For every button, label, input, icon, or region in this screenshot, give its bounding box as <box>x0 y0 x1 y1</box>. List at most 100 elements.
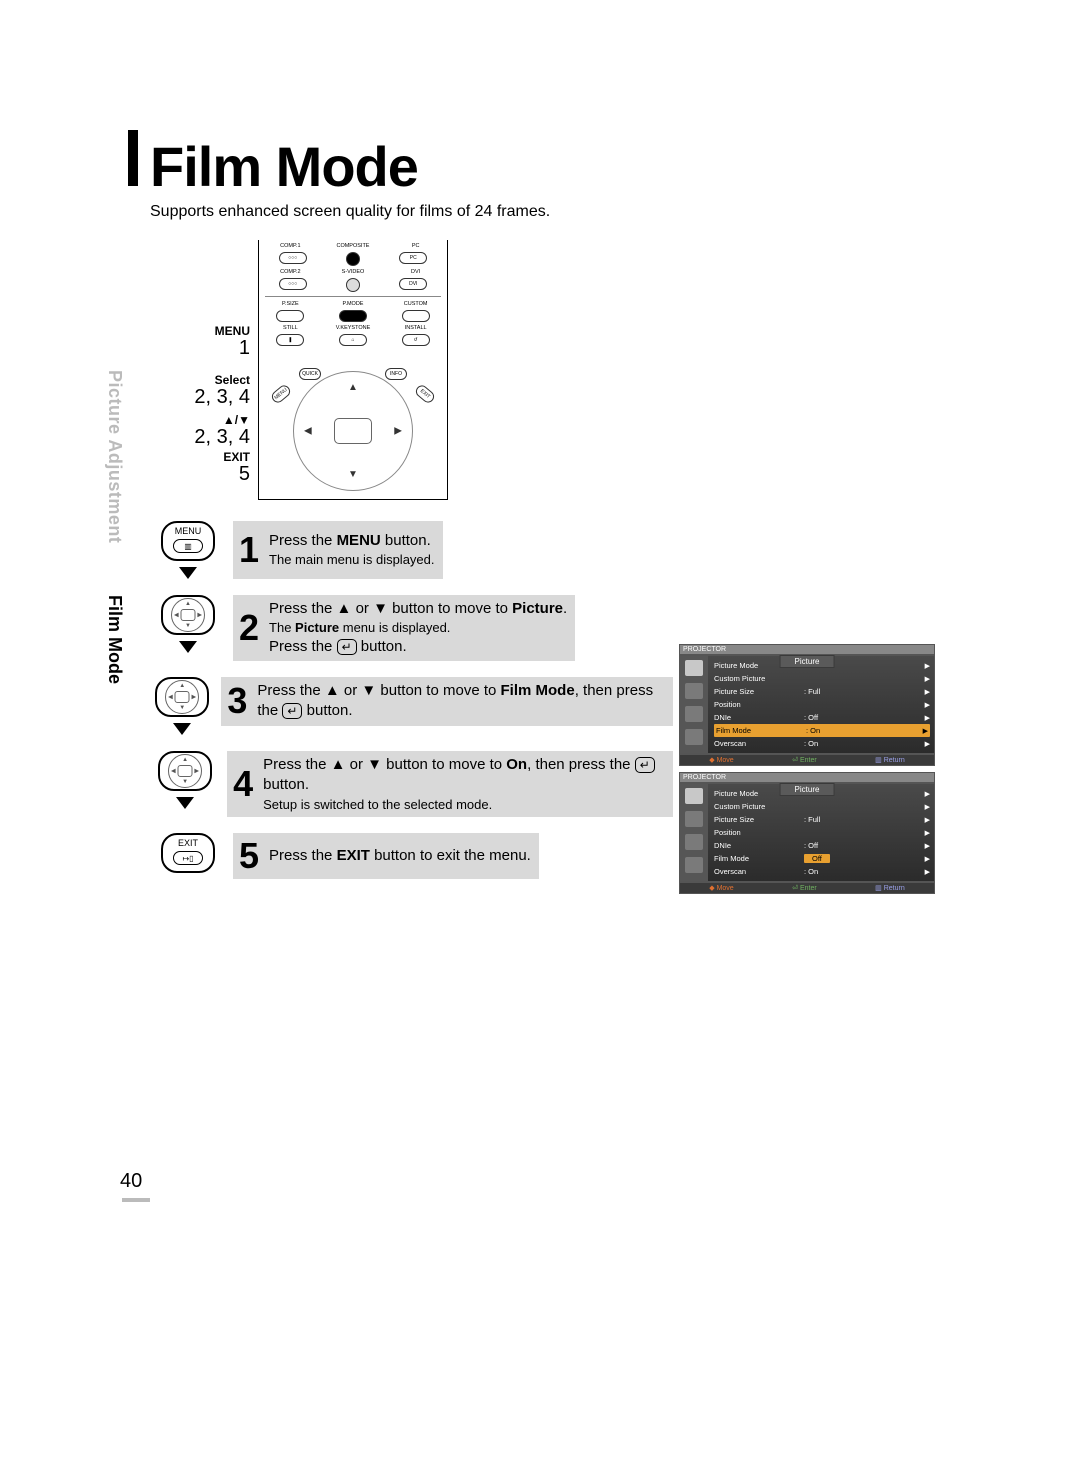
osd-menu-row: Picture Size: Full▶ <box>714 685 930 698</box>
step-icon-column: ▲▼◀▶ <box>153 751 217 809</box>
step-box: 5 Press the EXIT button to exit the menu. <box>233 833 539 879</box>
remote-btn: ○○○ <box>279 278 307 290</box>
remote-row-labels: STILLV.KEYSTONEINSTALL <box>259 325 447 331</box>
remote-btn-label: COMP.1 <box>259 243 321 249</box>
remote-menu-btn: MENU <box>269 383 292 405</box>
osd-icon-column <box>680 784 708 881</box>
remote-divider <box>265 296 441 297</box>
osd-cat-icon <box>685 706 703 722</box>
step-icon: ▲▼◀▶ <box>161 595 215 635</box>
down-triangle-icon: ▼ <box>348 469 358 480</box>
step-icon-column: MENU▥ <box>153 521 223 579</box>
osd-menu-row: Overscan: On▶ <box>714 865 930 878</box>
remote-row-buttons: ○○○ PC <box>259 252 447 266</box>
remote-row-buttons: ❚ ⌂ ↺ <box>259 334 447 346</box>
page-number: 40 <box>120 1170 142 1193</box>
osd-menu-row: Film ModeOff▶ <box>714 852 930 865</box>
remote-row-labels: COMP.2S-VIDEODVI <box>259 269 447 275</box>
remote-btn: ❚ <box>276 334 304 346</box>
remote-btn-label: STILL <box>259 325 321 331</box>
remote-exit-btn: EXIT <box>413 383 436 405</box>
step-text: Press the ▲ or ▼ button to move to Pictu… <box>269 599 567 657</box>
osd-menu-row: Custom Picture▶ <box>714 672 930 685</box>
remote-btn-label: COMPOSITE <box>322 243 384 249</box>
osd-cat-icon <box>685 834 703 850</box>
remote-btn <box>346 278 360 292</box>
page-title: Film Mode <box>150 134 418 199</box>
osd-body: Picture Picture Mode: Movie 1▶Custom Pic… <box>679 655 935 754</box>
remote-btn-label: CUSTOM <box>385 301 447 307</box>
remote-callout: Select2, 3, 4 <box>194 374 250 408</box>
osd-title: Picture <box>780 655 835 668</box>
remote-btn: ⌂ <box>339 334 367 346</box>
remote-btn-label: S-VIDEO <box>322 269 384 275</box>
step-number: 2 <box>239 610 259 646</box>
osd-rows: Picture Mode: Movie 1▶Custom Picture▶Pic… <box>708 656 934 753</box>
osd-menu-row: Custom Picture▶ <box>714 800 930 813</box>
osd-projector-label: PROJECTOR <box>683 646 726 653</box>
step-icon: MENU▥ <box>161 521 215 561</box>
step-row: ▲▼◀▶ 4 Press the ▲ or ▼ button to move to … <box>153 751 673 817</box>
osd-cat-icon <box>685 811 703 827</box>
step-icon-column: EXIT↦▯ <box>153 833 223 873</box>
step-number: 5 <box>239 838 259 874</box>
down-arrow-icon <box>173 723 191 735</box>
step-icon: ▲▼◀▶ <box>155 677 209 717</box>
step-text: Press the ▲ or ▼ button to move to Film … <box>257 681 665 722</box>
step-text: Press the EXIT button to exit the menu. <box>269 846 531 866</box>
remote-callout: MENU1 <box>215 325 250 359</box>
remote-btn-label: P.SIZE <box>259 301 321 307</box>
osd-projector-label: PROJECTOR <box>683 774 726 781</box>
osd-footer: ◆ Move ⏎ Enter ▥ Return <box>679 882 935 894</box>
title-row: Film Mode <box>128 130 1008 199</box>
osd-menu-1: PROJECTOR Picture Picture Mode: Movie 1▶… <box>679 644 935 766</box>
step-number: 1 <box>239 532 259 568</box>
osd-foot-move: ◆ Move <box>709 884 733 892</box>
osd-header: PROJECTOR <box>679 772 935 783</box>
osd-cat-icon <box>685 660 703 676</box>
remote-btn <box>402 310 430 322</box>
osd-menu-row: Overscan: On▶ <box>714 737 930 750</box>
step-row: MENU▥ 1 Press the MENU button.The main men… <box>153 521 673 579</box>
step-box: 4 Press the ▲ or ▼ button to move to On, … <box>227 751 673 817</box>
step-row: ▲▼◀▶ 3 Press the ▲ or ▼ button to move to … <box>153 677 673 735</box>
osd-cat-icon <box>685 683 703 699</box>
sidebar-subsection-label: Film Mode <box>104 595 125 684</box>
osd-cat-icon <box>685 788 703 804</box>
osd-menu-2: PROJECTOR Picture Picture Mode: Movie 1▶… <box>679 772 935 894</box>
step-icon: EXIT↦▯ <box>161 833 215 873</box>
osd-cat-icon <box>685 857 703 873</box>
step-number: 3 <box>227 683 247 719</box>
page-content: Film Mode Supports enhanced screen quali… <box>128 130 1008 251</box>
remote-row-labels: P.SIZEP.MODECUSTOM <box>259 301 447 307</box>
remote-nav-wheel: ▲ ▼ ◀ ▶ <box>293 371 413 491</box>
step-text: Press the MENU button.The main menu is d… <box>269 531 434 569</box>
step-row: EXIT↦▯ 5 Press the EXIT button to exit the… <box>153 833 673 889</box>
osd-menu-row: Film Mode: On▶ <box>714 724 930 737</box>
remote-outline: COMP.1COMPOSITEPC ○○○ PC COMP.2S-VIDEODV… <box>258 240 448 500</box>
down-arrow-icon <box>176 797 194 809</box>
remote-btn <box>346 252 360 266</box>
remote-row-labels: COMP.1COMPOSITEPC <box>259 243 447 249</box>
remote-btn-label: INSTALL <box>385 325 447 331</box>
osd-menu-row: Position▶ <box>714 698 930 711</box>
osd-foot-return: ▥ Return <box>875 756 905 764</box>
osd-body: Picture Picture Mode: Movie 1▶Custom Pic… <box>679 783 935 882</box>
remote-quick-btn: QUICK <box>299 368 321 380</box>
remote-btn: PC <box>399 252 427 264</box>
osd-menu-row: DNIe: Off▶ <box>714 839 930 852</box>
remote-callout: EXIT5 <box>223 451 250 485</box>
step-text: Press the ▲ or ▼ button to move to On, t… <box>263 755 665 813</box>
step-number: 4 <box>233 766 253 802</box>
left-triangle-icon: ◀ <box>304 426 312 437</box>
osd-menu-row: DNIe: Off▶ <box>714 711 930 724</box>
osd-rows: Picture Mode: Movie 1▶Custom Picture▶Pic… <box>708 784 934 881</box>
down-arrow-icon <box>179 567 197 579</box>
remote-btn: DVI <box>399 278 427 290</box>
step-box: 1 Press the MENU button.The main menu is … <box>233 521 443 579</box>
remote-btn-label: P.MODE <box>322 301 384 307</box>
osd-title: Picture <box>780 783 835 796</box>
remote-btn-label: V.KEYSTONE <box>322 325 384 331</box>
osd-foot-enter: ⏎ Enter <box>792 884 817 892</box>
down-arrow-icon <box>179 641 197 653</box>
